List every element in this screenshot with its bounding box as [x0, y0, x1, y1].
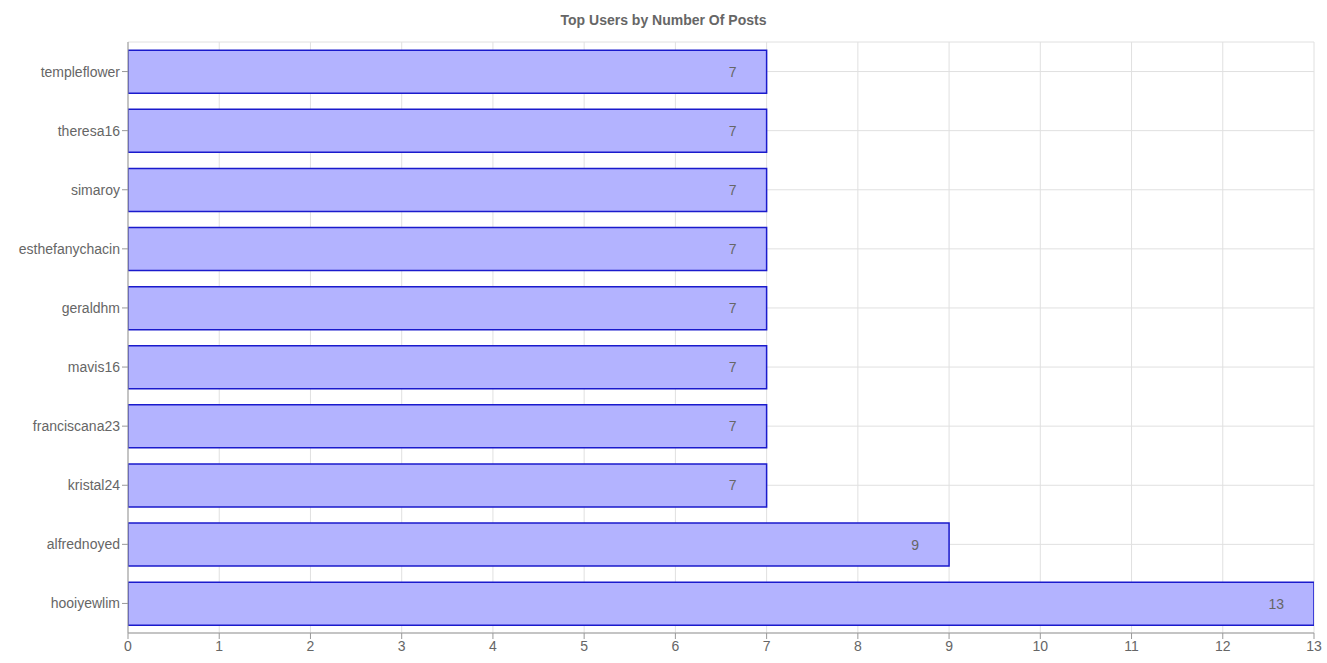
svg-text:alfrednoyed: alfrednoyed [47, 536, 120, 552]
svg-text:templeflower: templeflower [41, 64, 121, 80]
svg-text:7: 7 [729, 64, 737, 80]
svg-text:7: 7 [729, 300, 737, 316]
svg-text:7: 7 [729, 123, 737, 139]
svg-text:13: 13 [1306, 638, 1319, 654]
svg-text:4: 4 [489, 638, 497, 654]
svg-text:6: 6 [671, 638, 679, 654]
svg-text:5: 5 [580, 638, 588, 654]
svg-text:franciscana23: franciscana23 [33, 418, 120, 434]
svg-text:7: 7 [729, 477, 737, 493]
svg-text:9: 9 [945, 638, 953, 654]
svg-text:12: 12 [1215, 638, 1231, 654]
svg-text:hooiyewlim: hooiyewlim [51, 595, 120, 611]
svg-text:mavis16: mavis16 [68, 359, 120, 375]
svg-text:kristal24: kristal24 [68, 477, 120, 493]
svg-text:8: 8 [854, 638, 862, 654]
svg-text:1: 1 [215, 638, 223, 654]
svg-text:geraldhm: geraldhm [62, 300, 120, 316]
svg-text:7: 7 [729, 182, 737, 198]
svg-text:3: 3 [398, 638, 406, 654]
svg-text:7: 7 [729, 359, 737, 375]
svg-text:10: 10 [1033, 638, 1049, 654]
svg-text:9: 9 [911, 537, 919, 553]
svg-text:esthefanychacin: esthefanychacin [19, 241, 120, 257]
svg-text:11: 11 [1124, 638, 1139, 654]
svg-text:7: 7 [729, 241, 737, 257]
svg-text:2: 2 [307, 638, 315, 654]
html-text:Top Users by Number Of Posts: Top Users by Number Of Posts [560, 12, 767, 28]
svg-text:theresa16: theresa16 [58, 123, 120, 139]
svg-text:7: 7 [729, 418, 737, 434]
svg-text:simaroy: simaroy [71, 182, 120, 198]
svg-text:0: 0 [124, 638, 132, 654]
svg-text:13: 13 [1268, 596, 1284, 612]
svg-text:7: 7 [763, 638, 771, 654]
